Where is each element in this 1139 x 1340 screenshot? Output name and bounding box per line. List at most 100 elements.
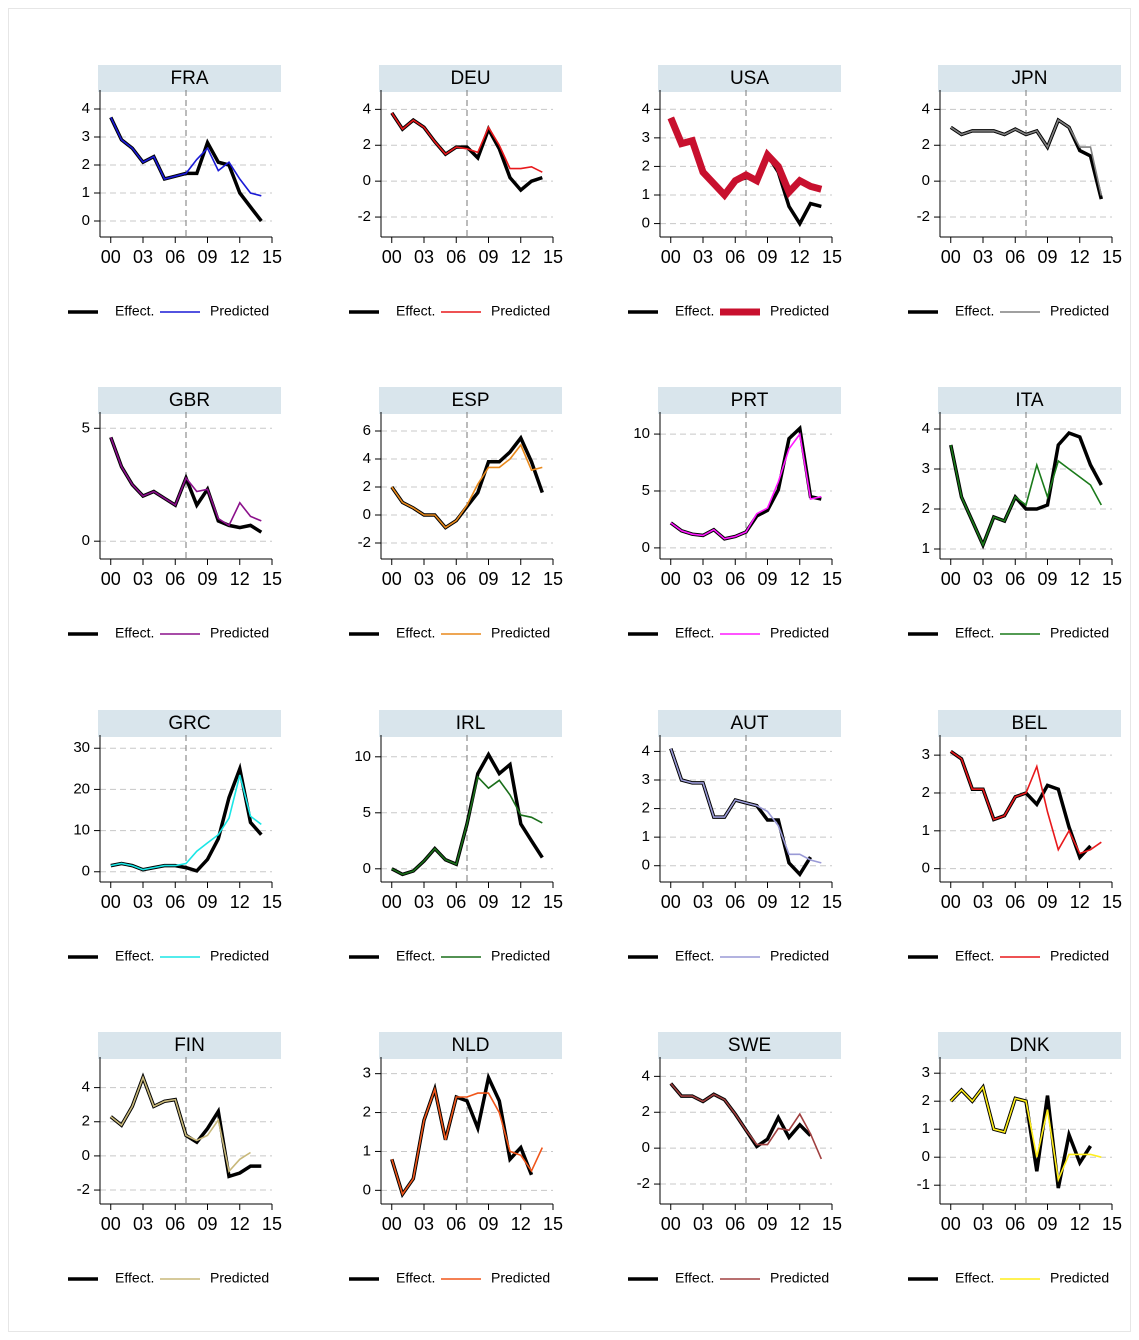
panel-title: NLD [451,1035,489,1056]
x-tick-label: 06 [165,1214,185,1234]
panel-title-box [379,1032,562,1059]
legend-label: Predicted [210,303,269,319]
x-tick-label: 09 [1037,247,1057,267]
panel-title-box [938,65,1121,92]
legend-label: Predicted [210,948,269,964]
y-tick-label: 3 [642,129,650,146]
x-tick-label: 09 [757,1214,777,1234]
y-tick-label: 0 [642,1139,650,1156]
y-tick-label: 2 [642,1103,650,1120]
y-tick-label: 3 [922,746,930,763]
panel-title: BEL [1012,713,1048,734]
y-tick-label: 4 [363,450,371,467]
x-tick-label: 12 [1070,1214,1090,1234]
panel-title-box [658,387,841,414]
x-tick-label: 12 [511,569,531,589]
x-tick-label: 06 [446,247,466,267]
x-tick-label: 12 [230,892,250,912]
series-line [670,1082,823,1160]
panel-title: IRL [456,713,486,734]
panel-title: USA [730,68,769,89]
legend-label: Effect. [396,625,435,641]
x-tick-label: 00 [661,247,681,267]
legend-label: Predicted [1050,948,1109,964]
x-tick-label: 06 [446,1214,466,1234]
x-tick-label: 09 [1037,569,1057,589]
y-tick-label: 10 [73,822,90,839]
y-tick-label: 2 [922,136,930,153]
panel: ESP -2 0 2 4 6 00 03 06 09 12 15 Effect. Predicted [349,387,563,641]
panel-title: GBR [169,390,210,411]
y-tick-label: 2 [363,1104,371,1121]
y-tick-label: 2 [363,136,371,153]
panel-title: DEU [450,68,490,89]
y-tick-label: 0 [922,1148,930,1165]
legend-label: Effect. [675,948,714,964]
x-tick-label: 12 [511,892,531,912]
x-tick-label: 06 [725,1214,745,1234]
legend-label: Effect. [675,303,714,319]
y-tick-label: 1 [922,540,930,557]
panel-title-box [98,65,281,92]
x-tick-label: 03 [693,892,713,912]
legend-label: Effect. [115,948,154,964]
y-tick-label: 4 [922,420,930,437]
y-tick-label: 3 [922,460,930,477]
x-tick-label: 06 [1005,569,1025,589]
x-tick-label: 12 [511,247,531,267]
x-tick-label: 06 [165,892,185,912]
panel-title: SWE [728,1035,771,1056]
y-tick-label: 0 [922,860,930,877]
legend-label: Effect. [955,1270,994,1286]
x-tick-label: 00 [941,247,961,267]
x-tick-label: 15 [1102,247,1122,267]
x-tick-label: 15 [543,569,563,589]
panel-title: FIN [174,1035,205,1056]
x-tick-label: 06 [1005,1214,1025,1234]
y-tick-label: 2 [642,800,650,817]
x-tick-label: 12 [790,569,810,589]
series-line [950,444,1103,548]
panel-title-box [938,710,1121,737]
y-tick-label: 0 [642,215,650,232]
panel: GRC 0 10 20 30 00 03 06 09 12 15 Effect. Predicted [68,710,282,964]
x-tick-label: 15 [1102,569,1122,589]
panel: FIN -2 0 2 4 00 03 06 09 12 15 Effect. Predicted [68,1032,282,1286]
x-tick-label: 00 [941,892,961,912]
y-tick-label: 2 [922,500,930,517]
y-tick-label: 10 [354,748,371,765]
x-tick-label: 12 [230,247,250,267]
x-tick-label: 09 [478,247,498,267]
x-tick-label: 03 [973,247,993,267]
panel: PRT 0 5 10 00 03 06 09 12 15 Effect. Predicted [628,387,842,641]
x-tick-label: 09 [478,569,498,589]
y-tick-label: 4 [922,100,930,117]
series-line [950,750,1102,855]
x-tick-label: 15 [543,247,563,267]
legend-label: Effect. [675,625,714,641]
legend-label: Predicted [1050,303,1109,319]
y-tick-label: 10 [633,425,650,442]
y-tick-label: 4 [363,100,371,117]
x-tick-label: 09 [757,247,777,267]
x-tick-label: 03 [133,1214,153,1234]
y-tick-label: 20 [73,780,90,797]
panel: DEU -2 0 2 4 00 03 06 09 12 15 Effect. Predicted [349,65,563,319]
x-tick-label: 00 [382,892,402,912]
series-line [391,443,543,529]
x-tick-label: 03 [414,569,434,589]
y-tick-label: 0 [642,857,650,874]
x-tick-label: 03 [133,247,153,267]
legend-label: Predicted [210,1270,269,1286]
legend-label: Predicted [770,1270,829,1286]
y-tick-label: 0 [363,1181,371,1198]
legend-label: Predicted [491,1270,550,1286]
panel-title-box [379,65,562,92]
x-tick-label: 06 [725,892,745,912]
x-tick-label: 00 [382,569,402,589]
y-tick-label: 2 [82,1113,90,1130]
series-line [950,118,1103,196]
series-line [110,437,262,527]
